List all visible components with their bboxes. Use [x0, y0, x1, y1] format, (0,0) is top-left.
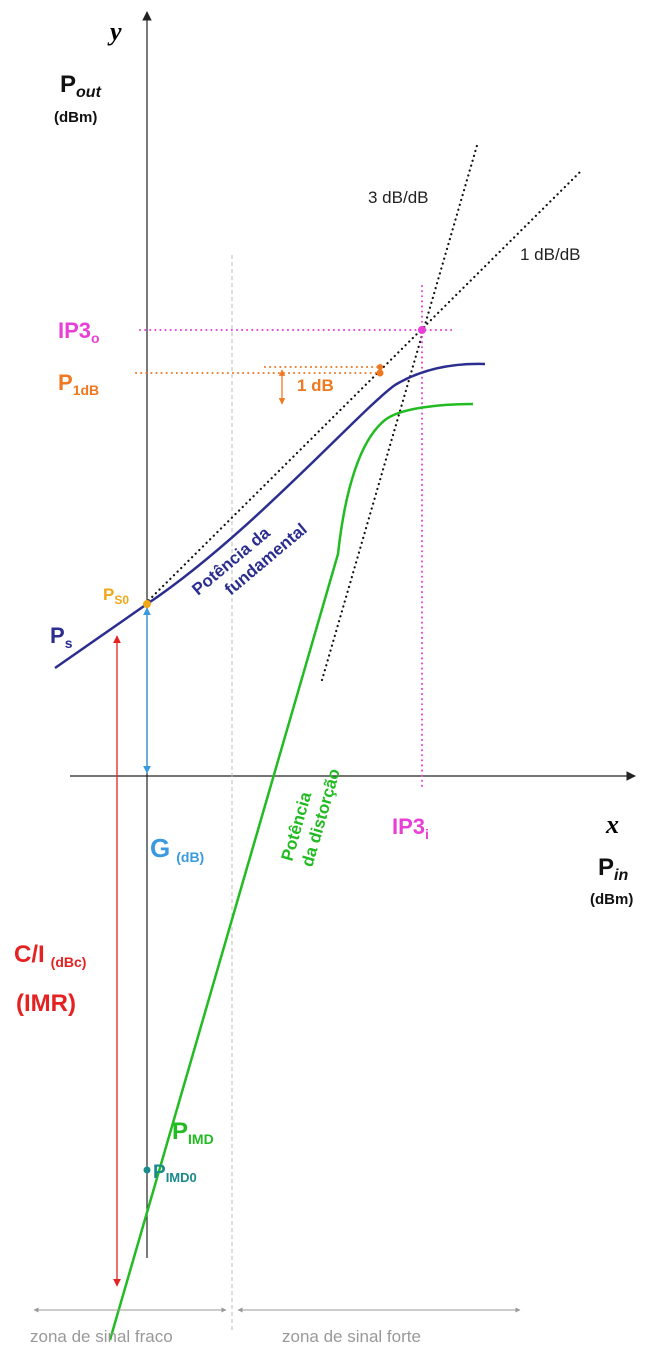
x-symbol: x [605, 810, 619, 839]
ip3i-label: IP3i [392, 814, 429, 842]
x-axis-label: Pin [598, 854, 628, 884]
x-axis-unit: (dBm) [590, 891, 633, 908]
p1db-label: P1dB [58, 370, 99, 398]
pimd0-point [143, 1166, 151, 1174]
p1db-upper-point [377, 364, 383, 370]
slope-3db-label: 3 dB/dB [368, 188, 429, 207]
ci-label: C/I (dBc) [14, 941, 86, 970]
extrapolation-1db-line [143, 170, 582, 606]
p1db-point [376, 369, 384, 377]
slope-1db-label: 1 dB/dB [520, 245, 581, 264]
fundamental-curve [54, 362, 486, 670]
imr-label: (IMR) [16, 990, 76, 1017]
pimd-label: PIMD [172, 1118, 214, 1147]
y-axis-label: Pout [60, 71, 102, 101]
pimd0-label: PIMD0 [153, 1162, 197, 1185]
distortion-label: Potência da distorção [278, 761, 344, 869]
y-symbol: y [107, 17, 122, 46]
ps-label: Ps [50, 623, 73, 651]
extrapolation-3db-line [320, 140, 480, 682]
one-db-label: 1 dB [297, 376, 334, 395]
y-axis-unit: (dBm) [54, 109, 97, 126]
distortion-curve [108, 402, 474, 1341]
gain-label: G (dB) [150, 833, 204, 865]
ip3o-label: IP3o [58, 318, 100, 346]
ps0-point [143, 600, 151, 608]
ps0-label: PS0 [103, 585, 129, 607]
ip3-point [418, 326, 426, 334]
zone-weak-label: zona de sinal fraco [30, 1327, 173, 1346]
zone-strong-label: zona de sinal forte [282, 1327, 421, 1346]
